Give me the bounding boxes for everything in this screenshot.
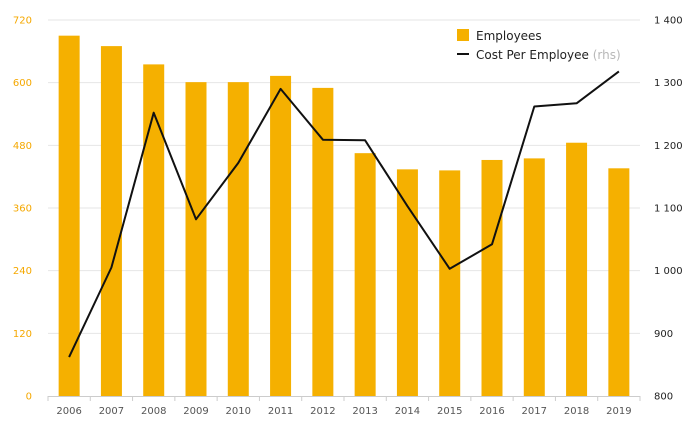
- y-right-tick-label: 800: [654, 392, 673, 403]
- bar-employees: [566, 142, 588, 396]
- bar-employees: [354, 153, 376, 396]
- x-tick-label: 2015: [437, 406, 462, 417]
- y-left-tick-label: 0: [26, 392, 32, 403]
- bar-employees: [523, 158, 545, 396]
- y-right-tick-label: 900: [654, 329, 673, 340]
- bar-employees: [312, 87, 334, 396]
- x-tick-label: 2013: [352, 406, 377, 417]
- x-tick-label: 2018: [564, 406, 589, 417]
- y-left-tick-label: 240: [13, 266, 32, 277]
- y-right-tick-label: 1 200: [654, 141, 683, 152]
- legend-series-note: (rhs): [593, 48, 621, 62]
- bar-employees: [396, 169, 418, 396]
- legend-label-employees: Employees: [476, 29, 542, 43]
- x-tick-label: 2012: [310, 406, 335, 417]
- y-left-tick-label: 600: [13, 78, 32, 89]
- bar-employees: [608, 168, 630, 396]
- legend-swatch-employees: [457, 29, 469, 41]
- y-left-tick-label: 120: [13, 329, 32, 340]
- bar-employees: [439, 170, 461, 396]
- y-right-tick-label: 1 000: [654, 266, 683, 277]
- bar-series-employees: [58, 35, 630, 397]
- x-tick-label: 2009: [183, 406, 208, 417]
- y-left-tick-label: 360: [13, 204, 32, 215]
- bar-employees: [481, 159, 503, 396]
- x-tick-label: 2008: [141, 406, 166, 417]
- x-tick-label: 2007: [99, 406, 124, 417]
- legend-label-cost-per-employee: Cost Per Employee (rhs): [476, 48, 621, 62]
- bar-employees: [185, 82, 207, 397]
- line-cost-per-employee: [68, 70, 620, 358]
- bar-employees: [270, 75, 292, 396]
- y-left-tick-label: 720: [13, 16, 32, 27]
- x-tick-label: 2011: [268, 406, 293, 417]
- y-left-tick-label: 480: [13, 141, 32, 152]
- bar-employees: [143, 64, 165, 396]
- x-tick-label: 2016: [479, 406, 504, 417]
- bar-employees: [58, 35, 80, 397]
- x-tick-label: 2006: [56, 406, 81, 417]
- legend: Employees Cost Per Employee (rhs): [457, 29, 621, 62]
- line-series-cost-per-employee: [68, 70, 620, 358]
- y-right-tick-label: 1 400: [654, 16, 683, 27]
- y-right-tick-label: 1 300: [654, 78, 683, 89]
- x-tick-label: 2010: [226, 406, 251, 417]
- axes: 0 120 240 360 480 600 720 800 900 1 000 1 100 1 200…: [13, 16, 683, 418]
- x-tick-label: 2017: [522, 406, 547, 417]
- x-tick-label: 2019: [606, 406, 631, 417]
- bar-employees: [227, 82, 249, 397]
- x-tick-label: 2014: [395, 406, 420, 417]
- y-right-tick-label: 1 100: [654, 204, 683, 215]
- bar-employees: [100, 46, 122, 396]
- legend-series-name: Cost Per Employee: [476, 48, 589, 62]
